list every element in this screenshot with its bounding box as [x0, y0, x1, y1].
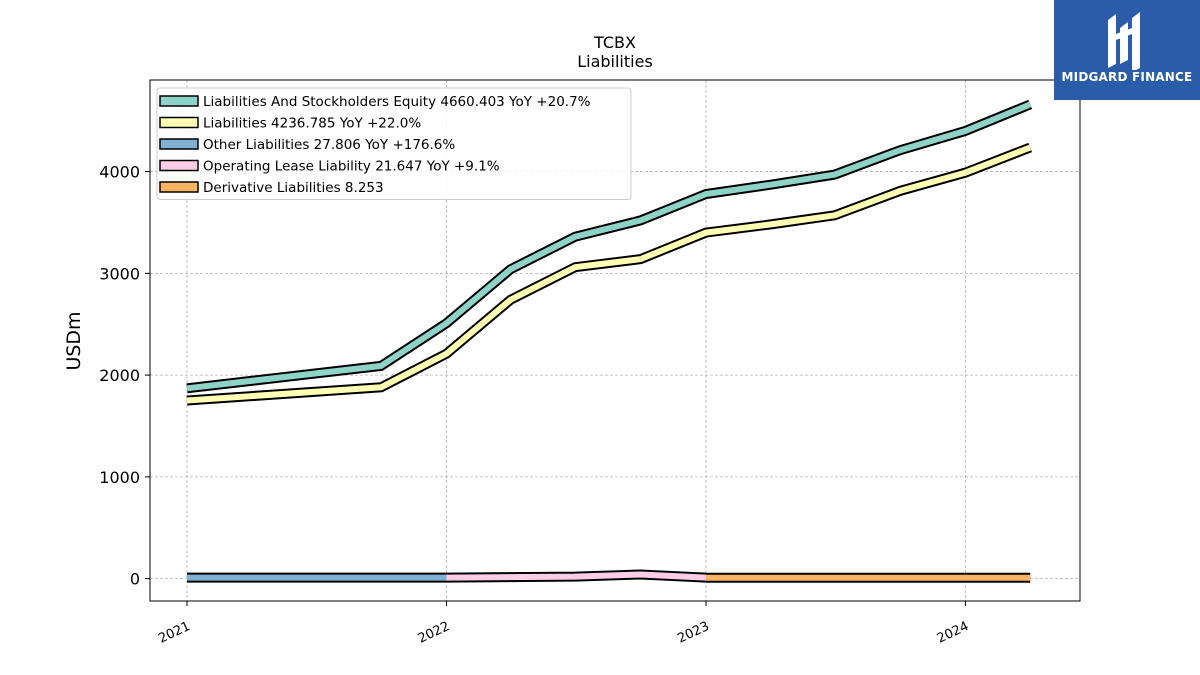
brand-name: MIDGARD FINANCE — [1061, 70, 1193, 84]
y-axis-label: USDm — [63, 311, 85, 370]
x-tick-label: 2024 — [935, 619, 971, 647]
y-tick-label: 4000 — [99, 163, 140, 182]
legend-entry: Operating Lease Liability 21.647 YoY +9.… — [203, 159, 500, 175]
midgard-m-logo-icon — [1108, 12, 1140, 70]
legend-entry: Derivative Liabilities 8.253 — [203, 180, 384, 196]
legend-box — [156, 87, 632, 200]
legend-entry: Liabilities 4236.785 YoY +22.0% — [203, 116, 421, 132]
plot-frame — [149, 79, 1081, 602]
x-tick-label: 2023 — [675, 619, 711, 647]
x-axis-ticks: 2021 2022 2023 2024 — [156, 601, 971, 647]
series-band — [446, 571, 707, 581]
y-tick-label: 2000 — [99, 366, 140, 385]
legend-swatch — [159, 181, 199, 193]
series-band — [186, 144, 1032, 404]
y-tick-label: 0 — [130, 570, 140, 589]
x-tick-label: 2022 — [416, 619, 452, 647]
legend-swatch — [159, 138, 199, 150]
chart-title: TCBX — [593, 33, 636, 52]
legend-entry: Other Liabilities 27.806 YoY +176.6% — [203, 137, 455, 153]
chart-subtitle: Liabilities — [577, 52, 653, 71]
x-tick-label: 2021 — [156, 619, 192, 647]
legend-swatch — [159, 95, 199, 107]
series-band — [186, 101, 1032, 392]
brand-logo: MIDGARD FINANCE — [1054, 0, 1200, 100]
y-tick-label: 1000 — [99, 468, 140, 487]
chart-legend: Liabilities And Stockholders Equity 4660… — [156, 87, 632, 200]
y-axis-ticks: 0 1000 2000 3000 4000 — [99, 163, 150, 589]
series-bands — [186, 99, 1033, 583]
y-tick-label: 3000 — [99, 264, 140, 283]
legend-swatch — [159, 159, 199, 172]
legend-entry: Liabilities And Stockholders Equity 4660… — [203, 94, 591, 110]
legend-swatch — [159, 116, 199, 129]
